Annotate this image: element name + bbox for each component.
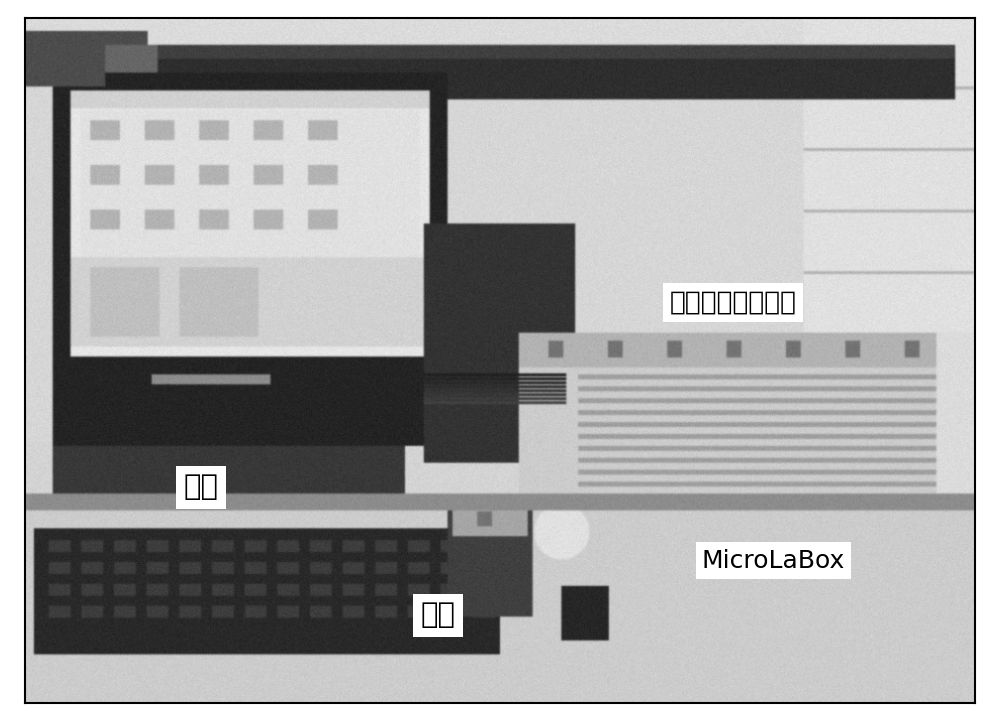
Text: 开关: 开关 (421, 601, 456, 629)
Text: MicroLaBox: MicroLaBox (702, 549, 845, 572)
Text: 滚珠丝杆伺服机构: 滚珠丝杆伺服机构 (669, 289, 796, 315)
Text: 主机: 主机 (183, 473, 218, 501)
